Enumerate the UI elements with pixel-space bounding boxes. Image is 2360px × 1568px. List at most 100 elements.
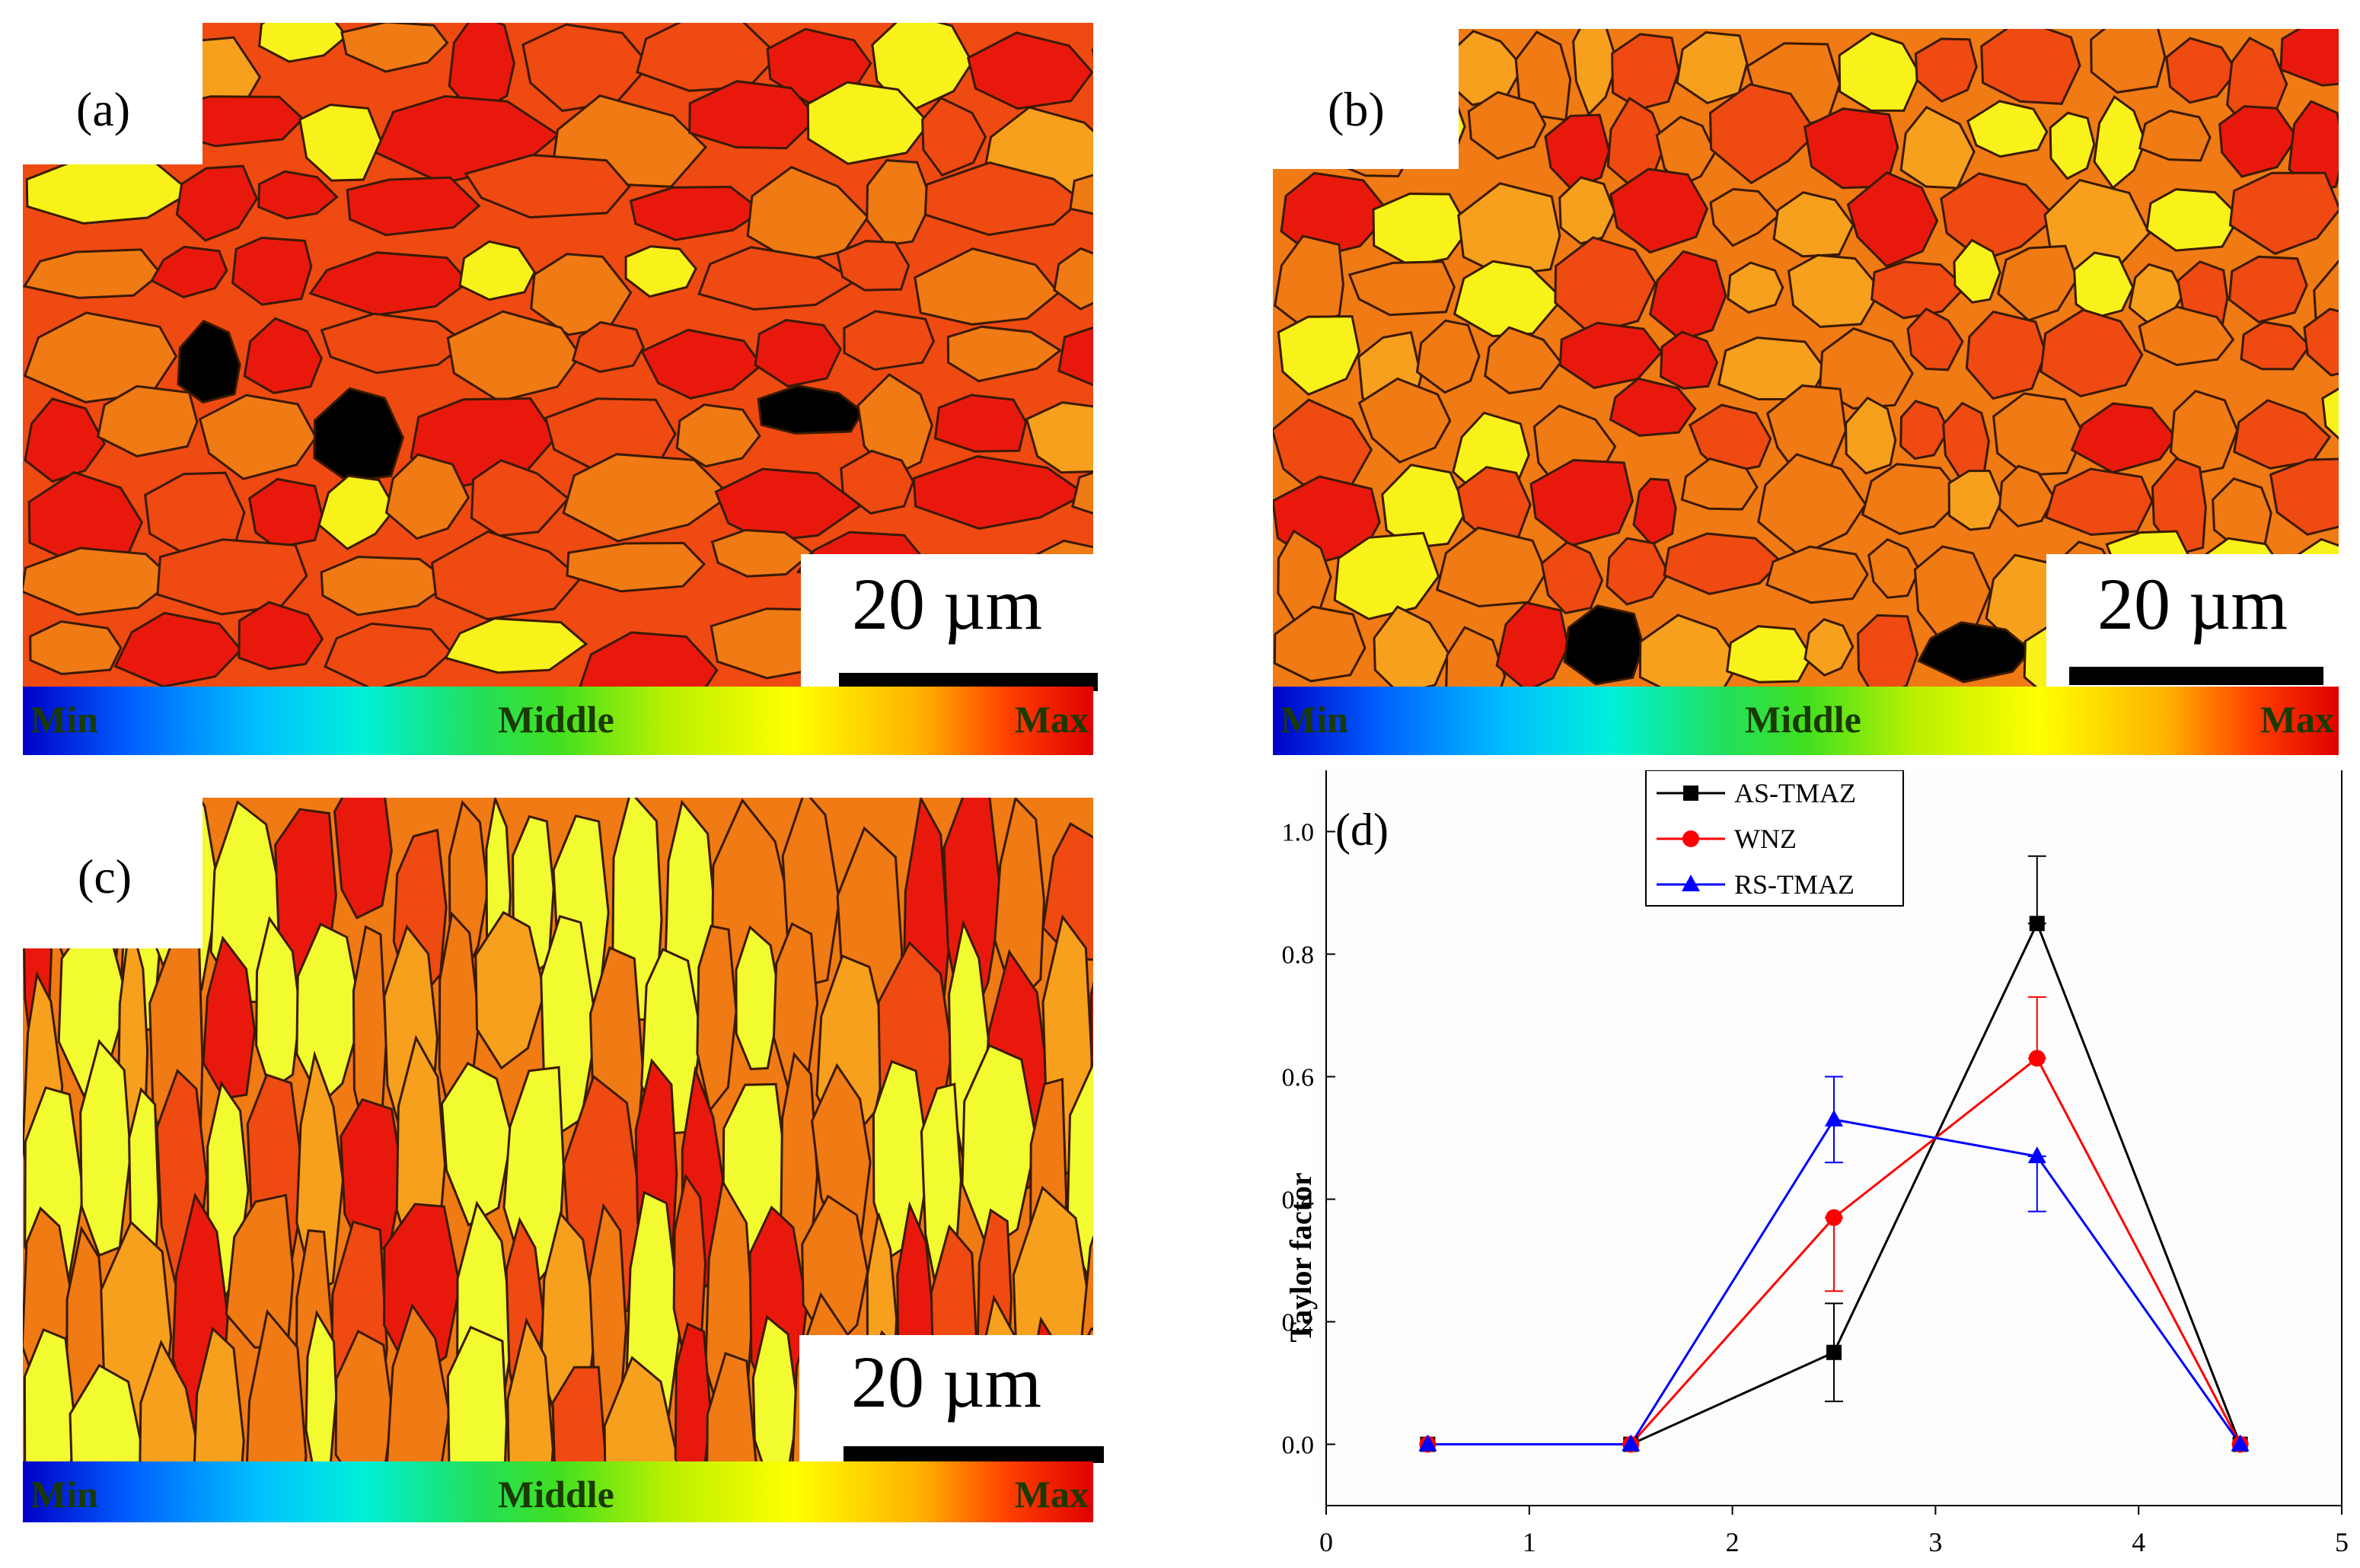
grain: [313, 387, 405, 483]
taylor-factor-map-a: (a) 20 µm: [23, 23, 1098, 691]
legend-marker: [1682, 830, 1699, 847]
legend-label: AS-TMAZ: [1734, 778, 1856, 808]
grain: [470, 459, 570, 537]
legend-max-c: Max: [1014, 1473, 1089, 1515]
grain: [1280, 171, 1392, 259]
y-tick-label: 0.6: [1282, 1064, 1315, 1092]
grain: [2240, 320, 2311, 371]
x-tick-label: 2: [1726, 1527, 1740, 1557]
grain: [1053, 247, 1093, 311]
grain: [2090, 29, 2167, 94]
grain: [579, 631, 719, 687]
grain: [23, 1327, 77, 1461]
grain: [912, 454, 1088, 531]
grain: [836, 240, 911, 292]
grain: [1495, 601, 1570, 687]
grain: [1726, 625, 1813, 684]
grain: [23, 248, 163, 299]
grain: [1940, 172, 2058, 262]
grain: [2093, 95, 2147, 190]
grain: [1540, 540, 1604, 615]
color-legend-a: Min Middle Max: [23, 687, 1093, 755]
grain: [333, 798, 393, 919]
panel-a: (a) 20 µm Min Middle Max: [23, 23, 1098, 755]
grain: [629, 185, 764, 241]
scale-bar-c: [844, 1446, 1104, 1463]
x-tick-label: 5: [2335, 1527, 2349, 1557]
grain: [2049, 111, 2096, 180]
data-point-triangle: [2027, 1146, 2046, 1164]
grain: [1818, 327, 1914, 410]
grain: [1708, 83, 1819, 185]
grain: [566, 541, 706, 593]
grain: [193, 1326, 245, 1461]
grain: [198, 394, 317, 480]
legend-min-c: Min: [30, 1473, 98, 1515]
x-tick-label: 3: [1928, 1527, 1942, 1557]
grain: [1803, 617, 1855, 677]
grain: [1966, 100, 2049, 158]
grain: [961, 1044, 1038, 1252]
grain: [1071, 471, 1093, 515]
grain: [430, 530, 582, 621]
scale-bar-label-a: 20 µm: [852, 563, 1042, 645]
grain: [202, 935, 257, 1100]
grain: [993, 798, 1046, 1008]
grain: [255, 916, 301, 1092]
grain: [308, 251, 470, 317]
grain: [2228, 171, 2339, 256]
grain: [1838, 32, 1921, 112]
grain: [1273, 605, 1367, 683]
grain: [1906, 307, 1964, 371]
x-tick-label: 0: [1319, 1527, 1333, 1557]
grain: [231, 236, 313, 306]
grain: [1563, 604, 1645, 686]
grain: [446, 1325, 508, 1461]
grain: [1953, 238, 2001, 304]
grain: [696, 924, 738, 1114]
panel-c: (c) 20 µm Min Middle Max: [23, 798, 1104, 1522]
grain: [2269, 457, 2339, 536]
legend-marker: [1682, 875, 1700, 891]
grain: [1611, 33, 1680, 110]
grain: [440, 1061, 513, 1227]
grain: [1992, 392, 2086, 476]
grain-map-c-graphic: [23, 798, 1093, 1461]
panel-b: (b) 20 µm Min Middle Max: [1273, 29, 2339, 755]
grain: [1899, 400, 1950, 461]
grain: [257, 170, 339, 220]
grain: [2138, 110, 2212, 162]
grain: [97, 384, 199, 457]
grain: [1857, 613, 1919, 687]
data-point-triangle: [1418, 1434, 1437, 1452]
grain: [571, 320, 645, 374]
grain: [474, 910, 546, 1070]
legend-marker: [1683, 786, 1698, 801]
grain: [697, 246, 858, 311]
grain: [1632, 477, 1677, 547]
grain: [2169, 389, 2239, 475]
grain: [840, 449, 915, 515]
legend-min-a: Min: [30, 698, 98, 741]
grain: [177, 319, 241, 404]
grain: [754, 319, 843, 388]
grain-map-a-graphic: [23, 23, 1093, 687]
grain: [79, 1039, 132, 1257]
grain: [640, 328, 764, 400]
grain: [2321, 387, 2339, 440]
grain: [1861, 463, 1965, 535]
data-point-triangle: [1622, 1434, 1641, 1452]
data-point-square: [1826, 1344, 1842, 1360]
grain: [946, 325, 1063, 383]
grain: [506, 1317, 554, 1461]
grain: [1609, 167, 1709, 254]
grain: [1899, 106, 1976, 190]
grain: [139, 1339, 200, 1461]
grain: [714, 467, 863, 543]
grain: [324, 622, 453, 687]
grain: [384, 453, 470, 540]
legend-label: RS-TMAZ: [1734, 869, 1855, 900]
data-point-circle: [2028, 1050, 2046, 1067]
grain: [710, 528, 815, 578]
grain: [69, 1363, 146, 1461]
